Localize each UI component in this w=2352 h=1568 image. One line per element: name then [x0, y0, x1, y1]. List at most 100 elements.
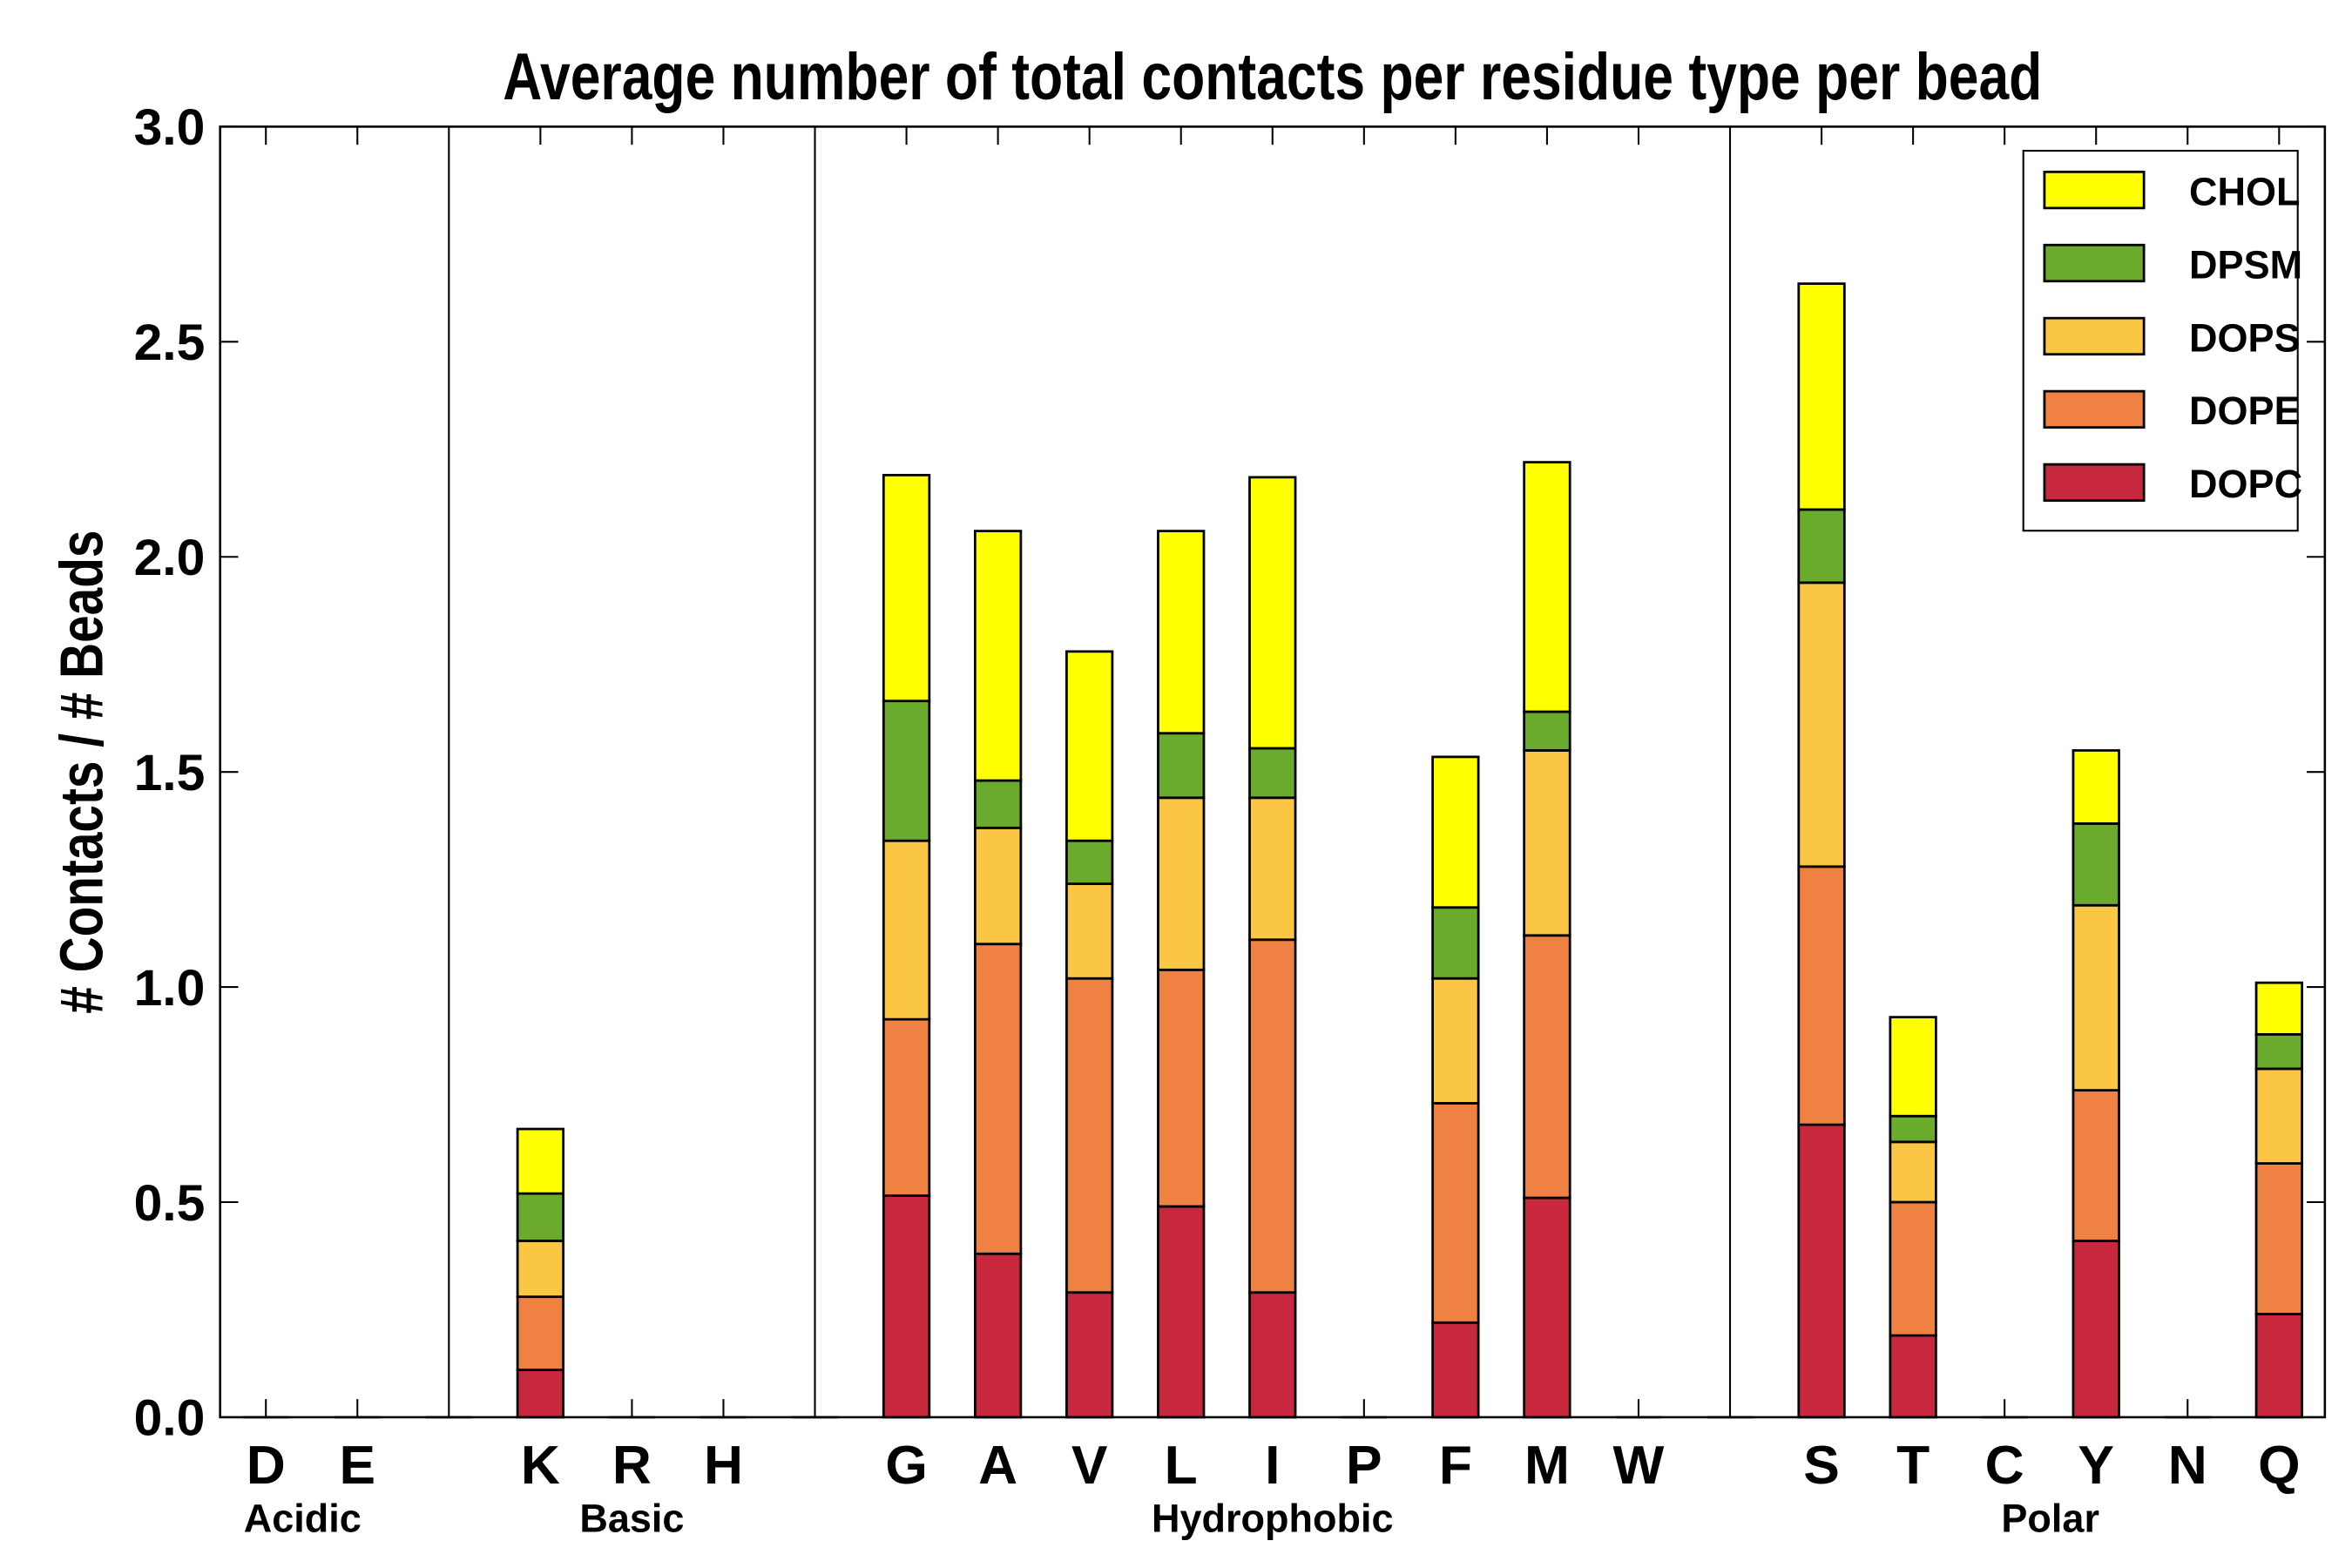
- x-tick-label: G: [885, 1436, 927, 1496]
- legend-label-dope: DOPE: [2189, 389, 2301, 433]
- x-tick-label: T: [1896, 1436, 1930, 1496]
- legend-swatch-dops: [2043, 316, 2146, 356]
- bar-dope-K: [516, 1295, 565, 1371]
- plot-frame: [219, 125, 2327, 1419]
- x-tick-label: W: [1613, 1436, 1665, 1496]
- bar-dopc-S: [1797, 1123, 1846, 1419]
- x-tick-label: P: [1346, 1436, 1382, 1496]
- y-tick-label: 0.5: [134, 1175, 206, 1232]
- x-tick-label: Y: [2078, 1436, 2114, 1496]
- legend-swatch-chol: [2043, 170, 2146, 210]
- bar-dops-A: [973, 826, 1023, 946]
- bar-chol-I: [1248, 476, 1297, 750]
- x-tick-label: L: [1165, 1436, 1198, 1496]
- bar-dops-F: [1431, 977, 1480, 1105]
- bar-dopc-M: [1523, 1196, 1571, 1419]
- bar-dopc-Y: [2072, 1240, 2120, 1419]
- bar-dope-S: [1797, 865, 1846, 1126]
- x-tick-label: A: [978, 1436, 1017, 1496]
- bar-chol-Y: [2072, 749, 2120, 825]
- group-label: Basic: [579, 1496, 684, 1540]
- bar-dope-A: [973, 943, 1023, 1255]
- y-tick-label: 1.5: [134, 745, 206, 801]
- bar-dpsm-K: [516, 1192, 565, 1242]
- bar-dpsm-Y: [2072, 822, 2120, 907]
- legend-swatch-dpsm: [2043, 243, 2146, 283]
- bar-chol-G: [882, 474, 931, 703]
- bar-dops-I: [1248, 796, 1297, 942]
- bar-dops-K: [516, 1240, 565, 1299]
- x-tick-label: I: [1265, 1436, 1280, 1496]
- bar-dope-T: [1889, 1200, 1937, 1337]
- bar-dops-Q: [2254, 1067, 2303, 1165]
- y-tick-label: 0.0: [134, 1390, 206, 1447]
- group-label: Polar: [2001, 1496, 2099, 1540]
- bar-dpsm-L: [1157, 732, 1206, 800]
- x-tick-label: V: [1071, 1436, 1108, 1496]
- x-tick-label: H: [704, 1436, 743, 1496]
- bar-chol-L: [1157, 530, 1206, 735]
- bar-dope-F: [1431, 1102, 1480, 1324]
- bar-dope-I: [1248, 938, 1297, 1294]
- group-label: Acidic: [244, 1496, 362, 1540]
- legend-label-dops: DOPS: [2189, 315, 2301, 360]
- y-tick-label: 2.5: [134, 314, 206, 371]
- bar-dope-L: [1157, 968, 1206, 1208]
- bar-dope-G: [882, 1017, 931, 1197]
- bar-dops-G: [882, 839, 931, 1021]
- y-axis-label: # Contacts / # Beads: [49, 531, 116, 1014]
- x-tick-label: D: [247, 1436, 286, 1496]
- bar-dopc-G: [882, 1194, 931, 1419]
- y-tick-label: 2.0: [134, 530, 206, 586]
- bar-chol-A: [973, 530, 1023, 782]
- bar-dpsm-A: [973, 779, 1023, 829]
- bar-dopc-F: [1431, 1321, 1480, 1419]
- bar-dopc-V: [1065, 1291, 1114, 1419]
- bar-dopc-Q: [2254, 1313, 2303, 1419]
- bar-dopc-L: [1157, 1205, 1206, 1419]
- legend-label-chol: CHOL: [2189, 169, 2301, 213]
- bar-dpsm-G: [882, 700, 931, 842]
- x-tick-label: R: [612, 1436, 652, 1496]
- legend-swatch-dope: [2043, 389, 2146, 429]
- bar-dope-V: [1065, 977, 1114, 1294]
- bar-dopc-I: [1248, 1291, 1297, 1419]
- bar-dpsm-F: [1431, 906, 1480, 980]
- x-tick-label: E: [339, 1436, 375, 1496]
- bar-dpsm-Q: [2254, 1033, 2303, 1071]
- bar-chol-T: [1889, 1016, 1937, 1118]
- bar-dpsm-I: [1248, 747, 1297, 800]
- bar-dpsm-V: [1065, 839, 1114, 885]
- bar-dops-V: [1065, 882, 1114, 980]
- x-tick-label: N: [2168, 1436, 2207, 1496]
- bar-dopc-A: [973, 1252, 1023, 1419]
- bar-chol-K: [516, 1127, 565, 1195]
- bar-dopc-K: [516, 1369, 565, 1419]
- bar-chol-V: [1065, 650, 1114, 842]
- group-label: Hydrophobic: [1152, 1496, 1394, 1540]
- bar-dope-Q: [2254, 1162, 2303, 1315]
- y-tick-label: 3.0: [134, 99, 206, 156]
- y-tick-label: 1.0: [134, 960, 206, 1017]
- bar-dpsm-S: [1797, 508, 1846, 585]
- bar-dpsm-T: [1889, 1114, 1937, 1144]
- bar-dpsm-M: [1523, 710, 1571, 752]
- bar-dope-Y: [2072, 1089, 2120, 1242]
- x-tick-label: K: [521, 1436, 560, 1496]
- bar-dops-T: [1889, 1140, 1937, 1204]
- legend-label-dpsm: DPSM: [2189, 242, 2302, 287]
- x-tick-label: Q: [2258, 1436, 2300, 1496]
- bar-dops-L: [1157, 796, 1206, 971]
- bar-dopc-T: [1889, 1334, 1937, 1419]
- bar-chol-S: [1797, 282, 1846, 511]
- plot-area: 0.0 0.5 1.0 1.5 2.0 2.5 3.0 D E K R H G A V L I P F M W S T C Y N…: [134, 99, 2325, 1540]
- bar-dops-S: [1797, 581, 1846, 868]
- x-tick-label: M: [1524, 1436, 1570, 1496]
- bar-dope-M: [1523, 934, 1571, 1200]
- legend-swatch-dopc: [2043, 463, 2146, 502]
- bar-chol-Q: [2254, 981, 2303, 1036]
- x-tick-label: F: [1439, 1436, 1472, 1496]
- bar-chol-M: [1523, 461, 1571, 713]
- chart-title: Average number of total contacts per res…: [503, 39, 2042, 113]
